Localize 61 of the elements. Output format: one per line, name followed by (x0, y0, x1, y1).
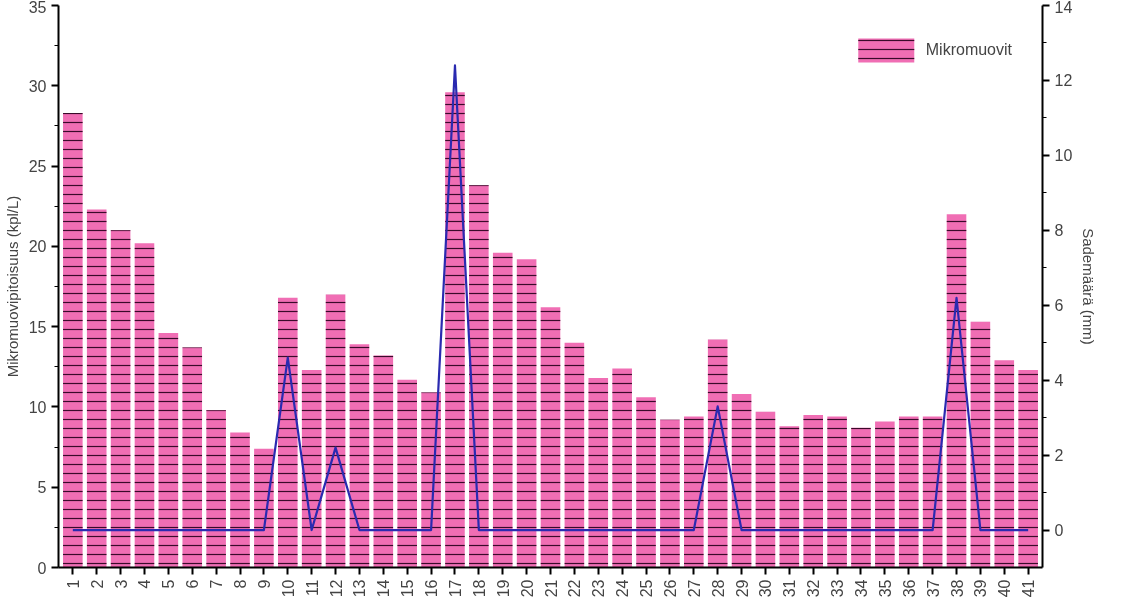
x-tick-label: 35 (876, 579, 894, 598)
y-tick-label: 25 (28, 158, 47, 176)
x-tick-label: 6 (184, 579, 202, 589)
x-tick-label: 16 (423, 579, 441, 598)
y-tick-label: 15 (28, 318, 47, 336)
x-tick-label: 11 (303, 579, 321, 597)
line-series (71, 64, 1030, 532)
y2-axis-title: Sademäärä (mm) (1080, 228, 1098, 345)
x-tick-label: 14 (375, 579, 393, 598)
x-tick-label: 32 (805, 579, 823, 598)
x-tick-label: 7 (208, 579, 226, 589)
x-tick-label: 18 (470, 579, 488, 598)
x-tick-label: 26 (661, 579, 679, 598)
x-tick-label: 10 (279, 579, 297, 598)
x-tick-label: 37 (924, 579, 942, 598)
x-tick-label: 13 (351, 579, 369, 598)
x-tick-label: 33 (829, 579, 847, 598)
x-tick-label: 17 (446, 579, 464, 598)
x-tick-label: 12 (327, 579, 345, 598)
x-tick-label: 25 (638, 579, 656, 598)
x-tick-label: 22 (566, 579, 584, 598)
x-tick-label: 20 (518, 579, 536, 598)
x-tick-label: 34 (852, 579, 870, 598)
y-tick-label: 30 (28, 77, 47, 95)
y2-tick-label: 14 (1054, 0, 1073, 16)
x-tick-label: 36 (900, 579, 918, 598)
x-tick-label: 19 (494, 579, 512, 598)
y-tick-label: 10 (28, 398, 47, 416)
x-tick-label: 40 (996, 579, 1014, 598)
x-tick-label: 39 (972, 579, 990, 598)
legend-label: Mikromuovit (925, 41, 1012, 59)
y-tick-label: 5 (37, 479, 47, 497)
y2-tick-label: 8 (1054, 222, 1064, 240)
x-tick-label: 9 (255, 579, 273, 589)
y2-tick-label: 4 (1054, 372, 1064, 390)
y2-tick-label: 12 (1054, 72, 1073, 90)
y-tick-label: 0 (37, 559, 47, 577)
x-tick-label: 38 (948, 579, 966, 598)
x-tick-label: 41 (1020, 579, 1038, 598)
x-tick-label: 4 (136, 579, 154, 589)
y-axis-title: Mikromuovipitoisuus (kpl/L) (3, 195, 21, 378)
x-tick-label: 8 (232, 579, 250, 589)
x-tick-label: 27 (685, 579, 703, 598)
y-tick-label: 35 (28, 0, 47, 16)
x-tick-label: 30 (757, 579, 775, 598)
y2-tick-label: 0 (1054, 522, 1064, 540)
x-tick-label: 5 (160, 579, 178, 589)
x-tick-label: 1 (64, 579, 82, 589)
y2-tick-label: 10 (1054, 147, 1073, 165)
y-tick-label: 20 (28, 238, 47, 256)
x-tick-label: 21 (542, 579, 560, 598)
x-tick-label: 28 (709, 579, 727, 598)
x-tick-label: 3 (112, 579, 130, 589)
x-tick-label: 24 (614, 579, 632, 598)
x-tick-label: 23 (590, 579, 608, 598)
x-tick-label: 15 (399, 579, 417, 598)
x-tick-label: 31 (781, 579, 799, 598)
y2-tick-label: 2 (1054, 447, 1064, 465)
x-tick-label: 2 (88, 579, 106, 589)
x-tick-label: 29 (733, 579, 751, 598)
y2-tick-label: 6 (1054, 297, 1064, 315)
